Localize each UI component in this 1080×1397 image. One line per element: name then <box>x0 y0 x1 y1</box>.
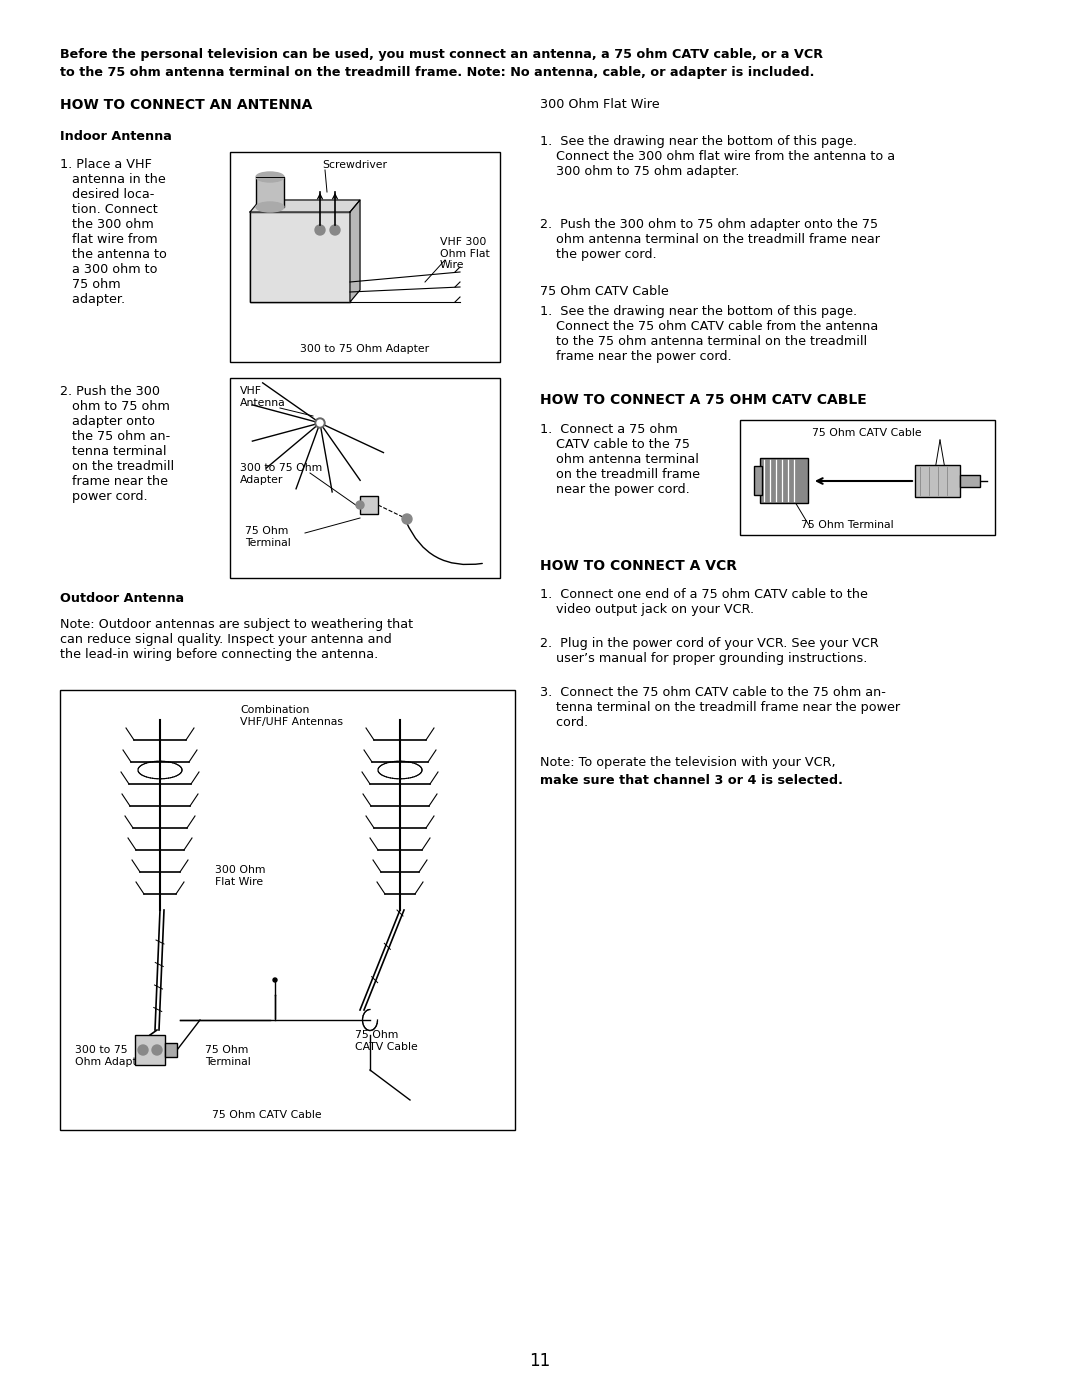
Bar <box>915 465 960 497</box>
Text: 1.  Connect a 75 ohm
    CATV cable to the 75
    ohm antenna terminal
    on th: 1. Connect a 75 ohm CATV cable to the 75… <box>540 423 700 496</box>
Bar <box>230 379 500 578</box>
Text: 11: 11 <box>529 1352 551 1370</box>
Text: 300 to 75 Ohm
Adapter: 300 to 75 Ohm Adapter <box>240 462 322 485</box>
Text: 75 Ohm Terminal: 75 Ohm Terminal <box>800 520 893 529</box>
Text: 2.  Push the 300 ohm to 75 ohm adapter onto the 75
    ohm antenna terminal on t: 2. Push the 300 ohm to 75 ohm adapter on… <box>540 218 880 261</box>
Text: Note: To operate the television with your VCR,: Note: To operate the television with you… <box>540 756 839 768</box>
Bar <box>60 690 515 1130</box>
Text: 2. Push the 300
   ohm to 75 ohm
   adapter onto
   the 75 ohm an-
   tenna term: 2. Push the 300 ohm to 75 ohm adapter on… <box>60 386 174 503</box>
Circle shape <box>318 420 323 426</box>
Text: Combination
VHF/UHF Antennas: Combination VHF/UHF Antennas <box>240 705 343 726</box>
Circle shape <box>315 225 325 235</box>
Text: make sure that channel 3 or 4 is selected.: make sure that channel 3 or 4 is selecte… <box>540 774 842 787</box>
Text: 75 Ohm
Terminal: 75 Ohm Terminal <box>245 527 291 548</box>
Text: VHF 300
Ohm Flat
Wire: VHF 300 Ohm Flat Wire <box>440 237 489 270</box>
Text: 300 Ohm Flat Wire: 300 Ohm Flat Wire <box>540 98 660 110</box>
Bar <box>360 496 378 514</box>
Text: 75 Ohm CATV Cable: 75 Ohm CATV Cable <box>812 427 922 439</box>
Text: to the 75 ohm antenna terminal on the treadmill frame. Note: No antenna, cable, : to the 75 ohm antenna terminal on the tr… <box>60 66 814 80</box>
Text: 1. Place a VHF
   antenna in the
   desired loca-
   tion. Connect
   the 300 oh: 1. Place a VHF antenna in the desired lo… <box>60 158 167 306</box>
Text: 300 to 75
Ohm Adapter: 300 to 75 Ohm Adapter <box>75 1045 148 1066</box>
Text: 3.  Connect the 75 ohm CATV cable to the 75 ohm an-
    tenna terminal on the tr: 3. Connect the 75 ohm CATV cable to the … <box>540 686 900 729</box>
Bar <box>230 152 500 362</box>
Circle shape <box>138 1045 148 1055</box>
Text: 75 Ohm
Terminal: 75 Ohm Terminal <box>205 1045 251 1066</box>
Circle shape <box>402 514 411 524</box>
Text: HOW TO CONNECT AN ANTENNA: HOW TO CONNECT AN ANTENNA <box>60 98 312 112</box>
Text: 1.  See the drawing near the bottom of this page.
    Connect the 75 ohm CATV ca: 1. See the drawing near the bottom of th… <box>540 305 878 363</box>
Circle shape <box>273 978 276 982</box>
Text: 2.  Plug in the power cord of your VCR. See your VCR
    user’s manual for prope: 2. Plug in the power cord of your VCR. S… <box>540 637 879 665</box>
Circle shape <box>315 418 325 427</box>
Text: Indoor Antenna: Indoor Antenna <box>60 130 172 142</box>
Text: 75 Ohm
CATV Cable: 75 Ohm CATV Cable <box>355 1030 418 1052</box>
Text: 75 Ohm CATV Cable: 75 Ohm CATV Cable <box>540 285 669 298</box>
Circle shape <box>330 225 340 235</box>
Bar <box>960 475 980 488</box>
Bar <box>256 177 284 207</box>
Bar <box>754 467 762 495</box>
Circle shape <box>152 1045 162 1055</box>
Bar <box>135 1035 165 1065</box>
Text: VHF
Antenna: VHF Antenna <box>240 386 286 408</box>
Text: Outdoor Antenna: Outdoor Antenna <box>60 592 184 605</box>
Polygon shape <box>249 200 360 212</box>
Bar <box>740 420 995 535</box>
Ellipse shape <box>256 203 284 212</box>
Text: 75 Ohm CATV Cable: 75 Ohm CATV Cable <box>212 1111 322 1120</box>
Bar <box>249 212 350 302</box>
Text: HOW TO CONNECT A 75 OHM CATV CABLE: HOW TO CONNECT A 75 OHM CATV CABLE <box>540 393 867 407</box>
Circle shape <box>356 502 364 509</box>
Ellipse shape <box>256 172 284 182</box>
Text: Note: Outdoor antennas are subject to weathering that
can reduce signal quality.: Note: Outdoor antennas are subject to we… <box>60 617 414 661</box>
Text: Before the personal television can be used, you must connect an antenna, a 75 oh: Before the personal television can be us… <box>60 47 823 61</box>
Text: 1.  See the drawing near the bottom of this page.
    Connect the 300 ohm flat w: 1. See the drawing near the bottom of th… <box>540 136 895 177</box>
Text: 300 to 75 Ohm Adapter: 300 to 75 Ohm Adapter <box>300 344 430 353</box>
Bar <box>760 458 808 503</box>
Bar <box>249 212 350 302</box>
Text: Screwdriver: Screwdriver <box>323 161 388 170</box>
Text: HOW TO CONNECT A VCR: HOW TO CONNECT A VCR <box>540 559 737 573</box>
Text: 1.  Connect one end of a 75 ohm CATV cable to the
    video output jack on your : 1. Connect one end of a 75 ohm CATV cabl… <box>540 588 868 616</box>
Text: 300 Ohm
Flat Wire: 300 Ohm Flat Wire <box>215 865 266 887</box>
Bar <box>165 1044 177 1058</box>
Polygon shape <box>350 200 360 302</box>
